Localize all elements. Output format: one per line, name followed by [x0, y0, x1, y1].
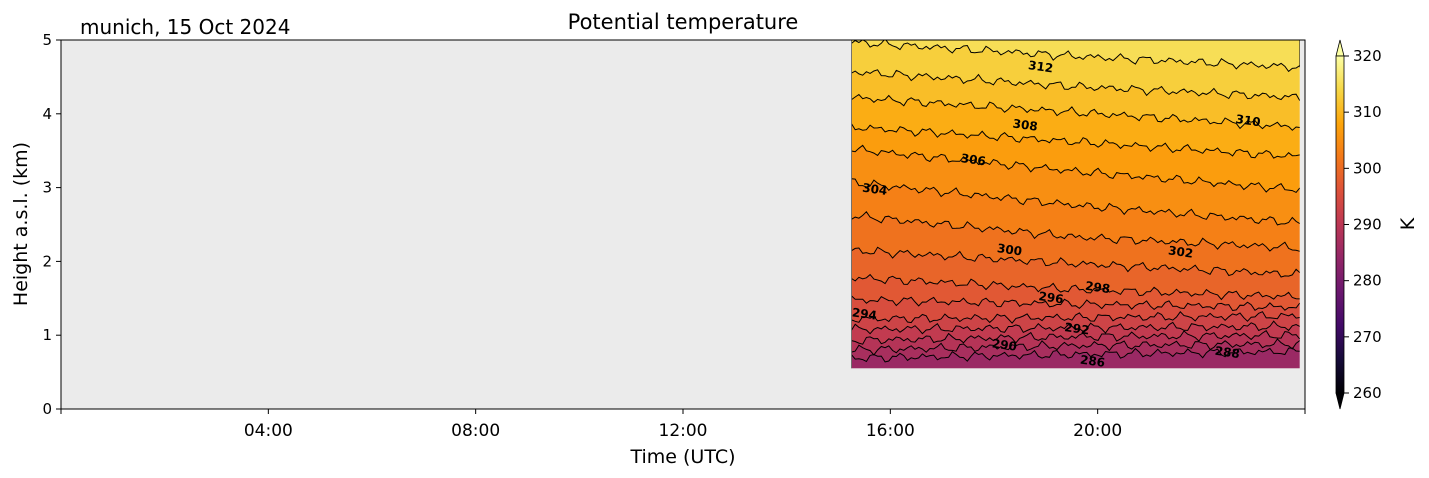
contour-line-302	[851, 211, 1300, 252]
contour-label-294: 294	[851, 305, 878, 322]
field-band	[851, 40, 1300, 101]
location-date-label: munich, 15 Oct 2024	[80, 15, 290, 39]
field-band	[851, 94, 1300, 159]
contour-line-314	[851, 40, 1300, 73]
temperature-field	[851, 40, 1300, 369]
field-band	[851, 247, 1300, 300]
chart-title: Potential temperature	[568, 10, 799, 34]
contour-line-298	[851, 273, 1300, 301]
x-tick-label-04:00: 04:00	[244, 421, 293, 441]
colorbar-tick-label-260: 260	[1353, 384, 1382, 402]
colorbar-tick-label-310: 310	[1353, 103, 1382, 121]
y-axis-label: Height a.s.l. (km)	[10, 142, 32, 306]
contour-label-286: 286	[1079, 353, 1106, 370]
contour-line-288	[851, 338, 1300, 356]
colorbar-tick-label-280: 280	[1353, 272, 1382, 290]
contour-line-290	[851, 330, 1300, 345]
x-tick-label-12:00: 12:00	[659, 421, 708, 441]
colorbar-extend-bottom	[1335, 392, 1345, 410]
field-band	[851, 330, 1300, 355]
colorbar-tick-label-320: 320	[1353, 47, 1382, 65]
contour-label-306: 306	[960, 151, 987, 168]
x-axis-label: Time (UTC)	[629, 446, 735, 468]
contour-line-300	[851, 246, 1300, 278]
contour-label-288: 288	[1214, 344, 1241, 361]
x-tick-label-08:00: 08:00	[451, 421, 500, 441]
contour-line-296	[851, 295, 1300, 312]
field-band	[851, 69, 1300, 131]
contour-line-310	[851, 93, 1300, 131]
field-band	[851, 274, 1300, 311]
x-axis: 04:00 08:00 12:00 16:00 20:00	[60, 409, 1306, 441]
field-band	[851, 348, 1300, 369]
y-tick-label-0: 0	[42, 400, 52, 418]
colorbar-tick-label-290: 290	[1353, 216, 1382, 234]
contour-line-308	[851, 123, 1300, 159]
field-band	[851, 145, 1300, 225]
y-tick-label-2: 2	[42, 252, 52, 270]
contour-label-290: 290	[991, 336, 1018, 353]
contour-label-300: 300	[996, 241, 1023, 258]
contour-label-312: 312	[1027, 58, 1054, 75]
colorbar-tick-label-270: 270	[1353, 328, 1382, 346]
contour-label-298: 298	[1084, 279, 1111, 296]
y-tick-label-4: 4	[42, 105, 52, 123]
field-band	[851, 211, 1300, 277]
field-band	[851, 321, 1300, 345]
contour-labels: 286 288 290 292 294 296 298 300 302 304 306 308 310 3…	[851, 58, 1261, 370]
contour-line-286	[851, 347, 1300, 363]
field-band	[851, 339, 1300, 362]
contour-label-302: 302	[1167, 243, 1194, 260]
colorbar-tick-label-300: 300	[1353, 159, 1382, 177]
contour-line-312	[851, 69, 1300, 101]
colorbar-gradient	[1335, 55, 1345, 394]
colorbar-extend-top	[1335, 39, 1345, 57]
contour-line-294	[851, 311, 1300, 324]
y-tick-label-5: 5	[42, 31, 52, 49]
field-band	[851, 178, 1300, 252]
y-tick-label-3: 3	[42, 179, 52, 197]
contour-line-292	[851, 320, 1300, 335]
field-band	[851, 40, 1300, 72]
contour-line-306	[851, 144, 1300, 194]
contour-label-292: 292	[1064, 320, 1091, 337]
y-tick-label-1: 1	[42, 326, 52, 344]
contour-line-304	[851, 178, 1300, 226]
contour-lines	[851, 40, 1300, 369]
contour-label-308: 308	[1012, 116, 1039, 133]
contour-label-310: 310	[1235, 112, 1262, 129]
x-tick-label-16:00: 16:00	[866, 421, 915, 441]
x-tick-label-20:00: 20:00	[1073, 421, 1122, 441]
colorbar: 260 270 280 290 300 310 320 K	[1335, 39, 1419, 410]
field-band	[851, 123, 1300, 193]
contour-label-304: 304	[861, 181, 888, 198]
contour-label-296: 296	[1038, 289, 1065, 306]
colorbar-label: K	[1397, 217, 1419, 230]
y-axis: 0 1 2 3 4 5	[42, 31, 61, 418]
